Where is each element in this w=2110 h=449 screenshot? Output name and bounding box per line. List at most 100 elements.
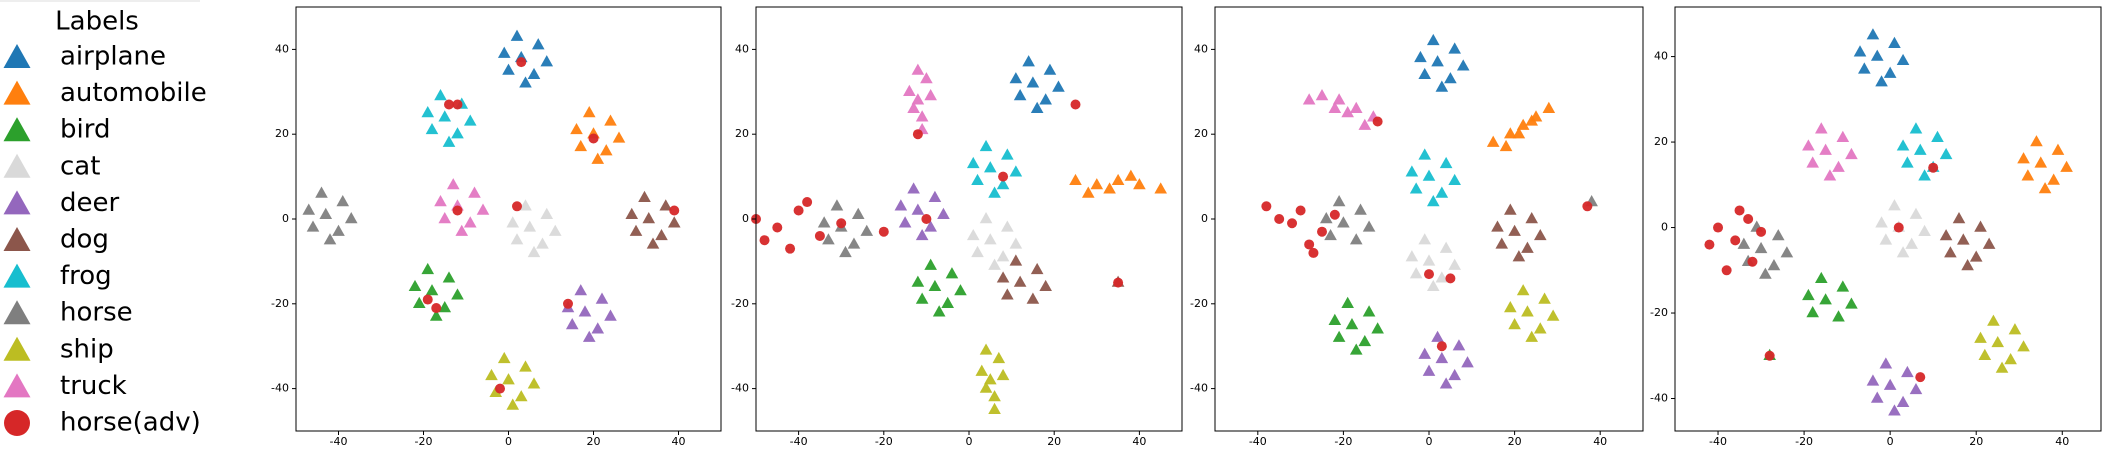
point [1901,365,1914,378]
point [1069,173,1082,186]
point [1533,322,1547,334]
point [988,258,1001,270]
point [1409,182,1423,194]
point [1052,80,1065,92]
point [1771,229,1785,241]
legend-label: airplane [60,42,166,72]
y-tick-label: 20 [275,127,289,140]
point [1444,72,1457,84]
point [911,203,925,215]
point [924,258,937,270]
adv-point [1756,226,1767,237]
adv-point [1308,247,1319,258]
point [1508,224,1521,236]
point [954,284,967,296]
point [1414,50,1427,63]
adv-point [998,171,1009,182]
point [463,114,477,126]
x-tick-label: -20 [1795,435,1813,448]
point [992,351,1006,364]
x-tick-label: -20 [415,435,433,448]
y-tick-label: -20 [271,297,289,310]
point [1845,297,1858,309]
point [429,309,443,321]
legend-marker [3,263,31,288]
point [941,296,954,308]
legend-marker [3,190,31,215]
point [408,279,422,292]
legend-label: horse(adv) [60,408,201,438]
point [1896,53,1910,66]
point [1845,147,1858,160]
adv-point [814,230,825,241]
point [548,224,562,236]
point [1013,89,1027,101]
point [506,216,520,228]
adv-point [516,57,527,68]
adv-point [588,133,599,144]
point [847,237,861,249]
point [979,212,993,224]
point [1819,143,1832,155]
legend-label: bird [60,115,110,145]
point [1358,334,1372,347]
legend-label: cat [60,151,100,181]
point [591,322,605,334]
legend-label: automobile [60,78,207,108]
adv-point [1329,209,1340,220]
point [497,46,511,58]
point [851,207,865,219]
point [1435,271,1449,283]
adv-point [495,383,505,394]
point [1371,322,1384,334]
point [1525,114,1539,126]
x-tick-label: 0 [1887,435,1894,448]
point [971,173,984,186]
point [1802,288,1815,301]
point [1918,224,1931,237]
y-tick-label: 40 [1654,50,1668,63]
point [1103,182,1116,194]
point [1345,318,1359,330]
point [1456,59,1470,71]
point [667,216,681,228]
point [984,233,997,245]
point [1486,135,1500,147]
point [1124,169,1138,181]
point [1516,284,1530,296]
point [1939,147,1953,160]
point [1512,250,1526,262]
x-tick-label: -40 [330,435,348,448]
point [937,207,950,219]
point [1302,93,1316,105]
point [412,296,426,308]
point [1039,279,1052,292]
axes-frame [755,6,1183,432]
legend-marker [3,227,31,251]
adv-point [785,243,796,254]
point [2008,323,2022,335]
point [996,271,1010,283]
point [2051,143,2065,155]
point [1081,186,1095,198]
point [1009,254,1023,266]
point [1896,395,1910,407]
legend-marker [3,44,31,68]
x-tick-label: 40 [2055,435,2069,448]
point [1883,66,1897,78]
point [1836,130,1850,142]
adv-point [563,298,573,309]
point [1362,305,1376,317]
point [442,135,456,147]
point [540,55,554,67]
x-tick-label: 40 [1593,435,1607,448]
point [984,373,997,385]
x-tick-label: 40 [672,435,686,448]
point [489,385,503,398]
adv-point [422,294,433,305]
point [1349,233,1363,245]
point [1001,148,1014,160]
point [911,93,925,105]
point [1521,305,1534,317]
